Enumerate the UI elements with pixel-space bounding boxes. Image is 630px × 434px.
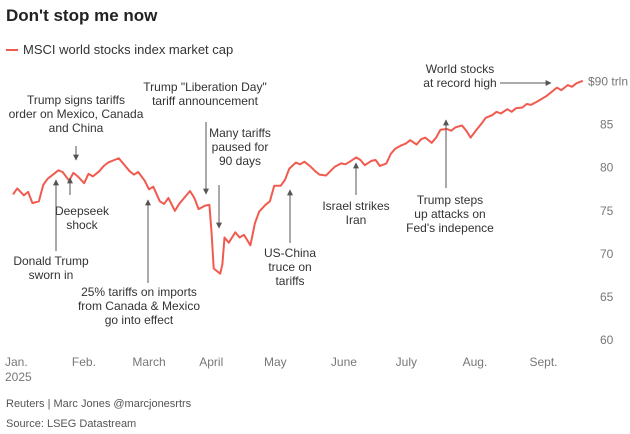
y-tick-label-top: $90 trln — [588, 75, 628, 89]
legend-swatch — [6, 48, 18, 51]
annotation-text: from Canada & Mexico — [78, 299, 200, 313]
y-tick-label: 60 — [600, 333, 614, 347]
annotation-text: Trump "Liberation Day" — [143, 80, 266, 94]
annotation-text: and China — [49, 121, 104, 135]
annotation-text: order on Mexico, Canada — [9, 107, 144, 121]
annotation-text: Many tariffs — [209, 126, 271, 140]
source-line: Source: LSEG Datastream — [6, 418, 137, 430]
annotation-text: 25% tariffs on imports — [81, 285, 197, 299]
x-tick-label: May — [264, 355, 287, 369]
annotation-text: sworn in — [29, 268, 74, 282]
annotation-text: truce on — [268, 260, 311, 274]
annotation-text: Trump signs tariffs — [27, 93, 125, 107]
x-tick-label: Jan. — [5, 355, 28, 369]
y-tick-label: 80 — [600, 161, 614, 175]
x-tick-label: March — [132, 355, 165, 369]
credit-line: Reuters | Marc Jones @marcjonesrtrs — [6, 398, 192, 410]
annotation-text: up attacks on — [414, 207, 485, 221]
annotation-text: Israel strikes — [322, 199, 389, 213]
y-tick-label: 70 — [600, 247, 614, 261]
annotation-text: Donald Trump — [13, 254, 89, 268]
annotation-text: World stocks — [426, 62, 494, 76]
annotation-text: Deepseek — [55, 204, 110, 218]
annotation-text: at record high — [423, 76, 496, 90]
y-tick-label: 65 — [600, 290, 614, 304]
x-tick-label: June — [331, 355, 357, 369]
annotation-text: Iran — [346, 213, 367, 227]
annotation-text: 90 days — [219, 154, 261, 168]
annotation-text: paused for — [212, 140, 269, 154]
y-tick-label: 75 — [600, 204, 614, 218]
y-tick-label: 85 — [600, 118, 614, 132]
x-tick-label: April — [199, 355, 223, 369]
annotation-text: Fed's indepence — [406, 221, 494, 235]
annotation-text: tariff announcement — [152, 94, 259, 108]
x-year-label: 2025 — [5, 370, 32, 384]
annotation-text: Trump steps — [417, 193, 483, 207]
legend-label: MSCI world stocks index market cap — [23, 42, 234, 57]
x-tick-label: Feb. — [72, 355, 96, 369]
x-tick-label: Aug. — [463, 355, 488, 369]
chart-title: Don't stop me now — [6, 6, 158, 25]
legend: MSCI world stocks index market cap — [6, 42, 233, 57]
series-line-msci-world — [12, 79, 584, 275]
x-tick-label: Sept. — [530, 355, 558, 369]
annotation-text: go into effect — [105, 313, 174, 327]
x-tick-label: July — [396, 355, 417, 369]
annotation-text: tariffs — [275, 274, 304, 288]
annotation-text: US-China — [264, 246, 316, 260]
annotation-text: shock — [66, 218, 98, 232]
